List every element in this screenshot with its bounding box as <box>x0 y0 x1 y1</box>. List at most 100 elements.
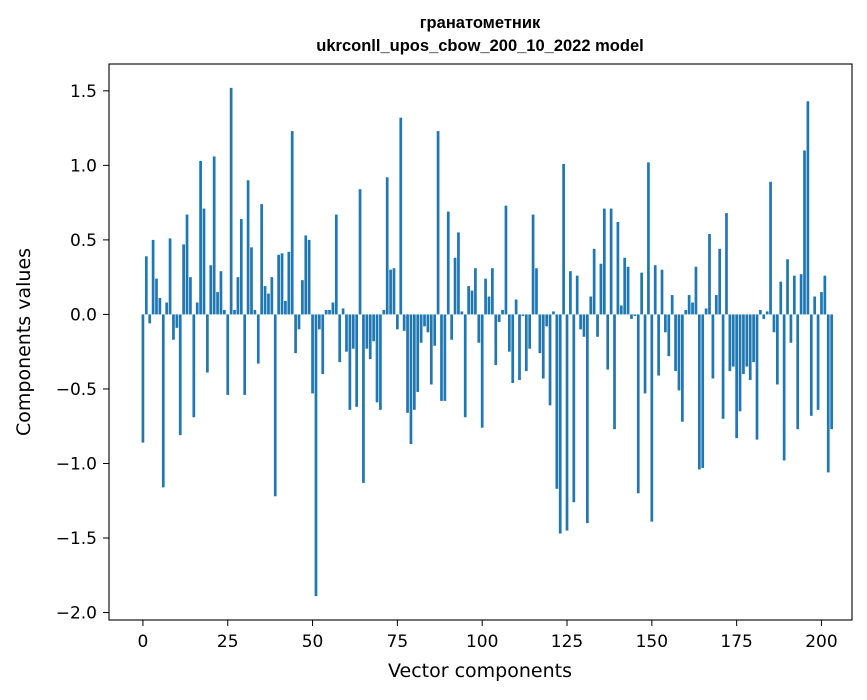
bar-53 <box>321 314 325 375</box>
bar-137 <box>606 314 610 370</box>
bar-75 <box>396 314 399 330</box>
bar-147 <box>640 272 644 315</box>
bar-152 <box>657 314 660 376</box>
bar-81 <box>416 314 420 392</box>
bar-77 <box>402 314 406 331</box>
bar-62 <box>351 314 355 349</box>
bar-117 <box>538 314 542 354</box>
bar-176 <box>738 314 742 412</box>
bar-82 <box>419 314 423 343</box>
bar-57 <box>334 214 338 315</box>
bar-19 <box>206 314 209 373</box>
bar-185 <box>769 181 772 315</box>
bar-139 <box>613 314 616 430</box>
bar-68 <box>372 314 375 342</box>
bar-92 <box>453 257 457 315</box>
bar-115 <box>531 214 535 315</box>
bar-86 <box>433 314 437 346</box>
bar-18 <box>202 208 206 315</box>
bar-146 <box>636 314 640 494</box>
x-tick-label: 25 <box>217 632 239 652</box>
bar-160 <box>684 309 688 315</box>
bar-32 <box>250 247 253 315</box>
bar-161 <box>687 295 691 315</box>
bar-48 <box>304 235 308 315</box>
bar-164 <box>697 314 701 470</box>
bar-110 <box>514 299 518 315</box>
bar-148 <box>643 314 647 394</box>
y-tick-label: 1.0 <box>70 156 97 176</box>
bar-28 <box>236 277 240 315</box>
bar-95 <box>463 314 467 418</box>
bar-116 <box>535 268 538 315</box>
bar-179 <box>748 314 752 381</box>
bar-138 <box>609 208 613 315</box>
chart-subtitle: ukrconll_upos_cbow_200_10_2022 model <box>316 37 643 55</box>
bar-155 <box>667 314 671 357</box>
bar-203 <box>830 314 833 430</box>
bar-89 <box>443 314 447 401</box>
bar-98 <box>474 268 477 315</box>
bar-118 <box>541 314 545 379</box>
bar-22 <box>216 292 219 315</box>
bar-108 <box>507 314 511 352</box>
bar-69 <box>375 314 379 403</box>
bar-76 <box>399 117 403 315</box>
chart-title: гранатометник <box>420 14 541 32</box>
bar-187 <box>776 314 779 385</box>
bar-58 <box>338 314 342 363</box>
bar-141 <box>619 305 623 315</box>
bar-4 <box>155 278 158 315</box>
bar-132 <box>589 296 593 315</box>
bar-10 <box>175 314 179 328</box>
y-tick-label: 0.5 <box>70 231 97 251</box>
bar-87 <box>436 131 440 315</box>
bar-79 <box>409 314 413 445</box>
bar-124 <box>562 163 565 315</box>
bar-122 <box>555 314 559 489</box>
bar-31 <box>246 180 250 315</box>
bar-200 <box>820 292 823 315</box>
bar-114 <box>528 314 532 349</box>
bar-26 <box>229 87 233 315</box>
bar-127 <box>572 314 576 503</box>
bars-group <box>141 87 833 597</box>
bar-109 <box>511 314 515 383</box>
bar-0 <box>141 314 145 443</box>
bar-97 <box>470 290 474 315</box>
bar-59 <box>341 308 345 315</box>
bar-41 <box>280 253 284 315</box>
bar-67 <box>368 314 372 360</box>
bar-126 <box>569 271 572 315</box>
bar-40 <box>277 254 280 315</box>
y-tick-label: −2.0 <box>56 604 97 624</box>
bar-140 <box>616 222 620 315</box>
bar-56 <box>331 302 335 315</box>
bar-83 <box>423 314 426 327</box>
bar-165 <box>701 314 705 468</box>
bar-177 <box>742 314 745 375</box>
bar-1 <box>144 256 148 315</box>
bar-128 <box>575 275 579 315</box>
bar-35 <box>260 204 264 315</box>
bar-129 <box>579 314 582 330</box>
bar-71 <box>382 309 386 315</box>
bar-190 <box>786 259 789 315</box>
bar-54 <box>324 309 328 315</box>
bar-25 <box>226 314 230 395</box>
bar-9 <box>172 314 175 340</box>
bar-14 <box>189 277 192 315</box>
bar-125 <box>565 314 569 531</box>
bar-175 <box>735 314 738 439</box>
bar-162 <box>691 302 694 315</box>
bar-63 <box>355 314 359 407</box>
bar-156 <box>670 295 674 315</box>
y-tick-label: −0.5 <box>56 380 97 400</box>
bar-49 <box>307 239 311 315</box>
bar-39 <box>273 314 277 497</box>
y-tick-label: −1.5 <box>56 529 97 549</box>
bar-193 <box>796 314 800 430</box>
bar-13 <box>185 214 189 315</box>
bar-120 <box>548 314 552 406</box>
bar-143 <box>626 266 630 315</box>
